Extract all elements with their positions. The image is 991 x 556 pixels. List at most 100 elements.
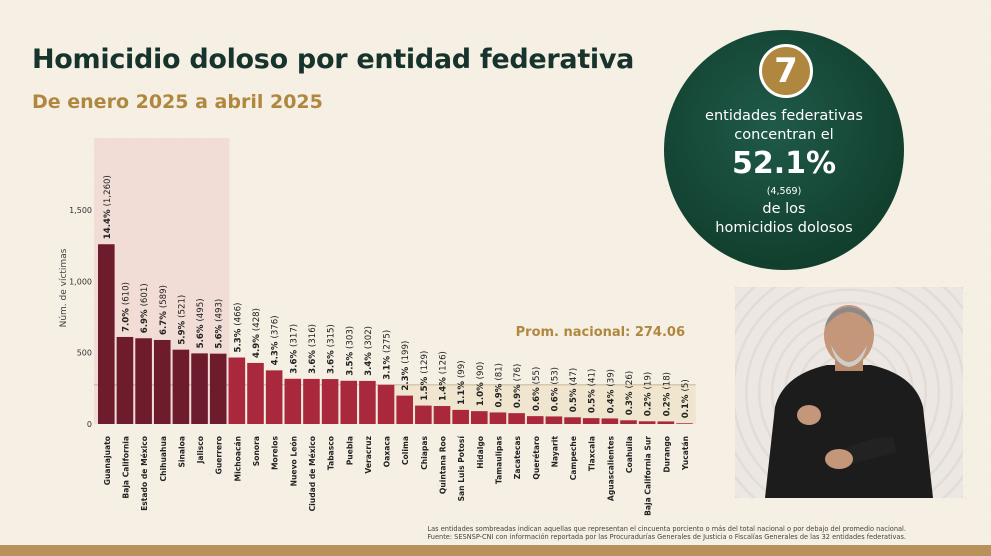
data-label: 3.1% (275) [383,330,393,380]
data-label: 2.3% (199) [401,341,411,391]
data-label: 4.3% (376) [271,315,281,365]
data-label: 0.6% (53) [550,367,560,411]
data-label: 1.1% (99) [457,360,467,404]
bar [116,336,134,424]
x-tick-label: Ciudad de México [308,436,317,511]
x-tick-label: Tamaulipas [494,436,503,485]
data-label: 0.6% (55) [532,367,542,411]
x-tick-label: Nayarit [550,436,559,468]
x-tick-label: Michoacán [233,436,242,481]
bar [526,416,544,424]
x-tick-label: Sonora [252,436,261,466]
bar [284,378,302,424]
bar [191,353,208,424]
bar [508,413,525,424]
data-label: 3.6% (315) [327,324,337,374]
y-tick-label: 500 [77,349,92,358]
x-tick-label: Baja California [121,436,130,499]
y-tick-label: 1,000 [69,277,92,286]
bar [377,384,395,424]
data-label: 5.9% (521) [177,295,187,345]
bar [321,379,339,424]
x-tick-label: Tlaxcala [588,436,597,471]
x-tick-label: Morelos [271,436,280,470]
bar [620,420,637,424]
x-tick-label: Estado de México [140,436,149,511]
x-tick-label: Oaxaca [383,436,392,467]
data-label: 3.6% (317) [289,324,299,374]
data-label: 5.6% (495) [196,298,206,348]
data-label: 1.5% (129) [420,351,430,401]
bar [265,370,283,424]
bar [153,339,171,424]
sign-language-interpreter-video [735,287,963,498]
x-tick-label: San Luis Potosí [457,436,466,502]
bar [564,417,581,424]
bar [471,411,488,424]
bar [601,418,619,424]
summary-count: (4,569) [766,186,802,197]
summary-line-2: concentran el [734,127,834,143]
x-tick-label: Colima [401,436,410,465]
x-tick-label: Campeche [569,436,578,480]
data-label: 6.9% (601) [140,283,150,333]
bar [582,418,600,424]
data-label: 1.0% (90) [476,362,486,406]
x-tick-label: Jalisco [196,436,205,464]
x-tick-label: Chiapas [420,436,429,470]
data-label: 3.6% (316) [308,324,318,374]
bar [228,357,246,424]
bar [209,353,227,424]
footnote-source: Fuente: SESNSP-CNI con información repor… [427,533,906,541]
bar [135,338,152,424]
y-tick-label: 0 [87,420,92,429]
bar [452,409,469,424]
bar [657,421,675,424]
data-label: 5.3% (466) [233,303,243,353]
x-tick-label: Sinaloa [177,436,186,468]
x-tick-label: Querétaro [532,436,541,480]
data-label: 0.1% (5) [681,379,691,418]
page-title: Homicidio doloso por entidad federativa [32,44,635,75]
bar [433,406,451,424]
data-label: 5.6% (493) [215,299,225,349]
summary-badge-number: 7 [759,44,813,98]
x-tick-label: Yucatán [681,436,690,471]
x-tick-label: Hidalgo [476,436,485,469]
data-label: 0.3% (26) [625,371,635,415]
bottom-bar [0,545,991,556]
x-tick-label: Guerrero [215,436,224,474]
x-tick-label: Puebla [345,436,354,465]
data-label: 0.2% (19) [644,372,654,416]
page-subtitle: De enero 2025 a abril 2025 [32,91,323,113]
bar [396,395,413,424]
data-label: 0.2% (18) [662,372,672,416]
x-tick-label: Veracruz [364,435,373,473]
x-tick-label: Aguascalientes [606,436,615,502]
bar [98,244,115,424]
x-tick-label: Baja California Sur [644,436,653,516]
y-axis-label: Núm. de víctimas [59,248,69,327]
summary-line-1: entidades federativas [705,108,863,124]
data-label: 0.5% (47) [569,368,579,412]
footnote-shading: Las entidades sombreadas indican aquella… [427,525,906,533]
data-label: 1.4% (126) [439,351,449,401]
bar [247,362,264,424]
bar [638,421,656,424]
bar [359,380,376,424]
x-tick-label: Coahuila [625,436,634,473]
x-tick-label: Chihuahua [159,436,168,481]
bar [303,378,320,424]
data-label: 3.5% (303) [345,326,355,376]
summary-percent: 52.1% [731,146,837,181]
data-label: 4.9% (428) [252,308,262,358]
bar [340,380,358,424]
data-label: 0.9% (81) [494,363,504,407]
y-tick-label: 1,500 [69,206,92,215]
bar [172,349,190,424]
data-label: 7.0% (610) [121,282,131,332]
summary-line-4: homicidios dolosos [715,220,853,236]
data-label: 0.9% (76) [513,364,523,408]
x-tick-label: Guanajuato [103,436,112,485]
